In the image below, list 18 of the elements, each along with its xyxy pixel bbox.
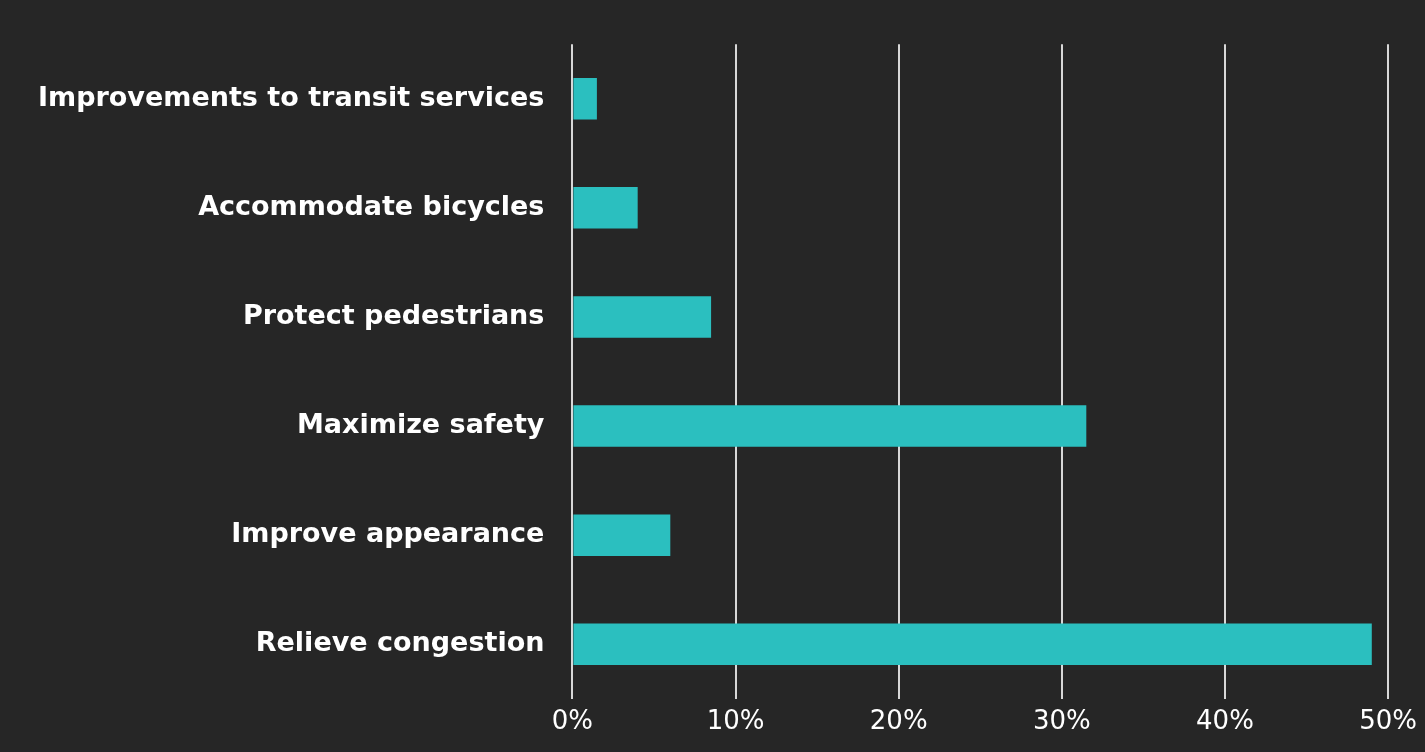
x-tick-label: 50%: [1359, 705, 1417, 736]
y-tick-label: Protect pedestrians: [242, 298, 545, 330]
x-tick-label: 10%: [706, 705, 765, 736]
bar: [573, 405, 1087, 447]
x-tick-label: 30%: [1032, 705, 1091, 736]
y-tick-label: Relieve congestion: [255, 626, 545, 658]
y-tick-label: Improve appearance: [231, 517, 545, 549]
x-tick-label: 0%: [551, 705, 594, 736]
bar: [573, 78, 597, 120]
y-tick-label: Improvements to transit services: [38, 80, 545, 112]
bar: [573, 514, 671, 556]
y-tick-label: Accommodate bicycles: [198, 189, 545, 221]
x-tick-label: 40%: [1196, 705, 1254, 736]
y-tick-label: Maximize safety: [296, 408, 545, 440]
bar: [573, 296, 712, 338]
bar: [573, 187, 638, 229]
bar: [573, 623, 1372, 665]
x-tick-label: 20%: [869, 705, 928, 736]
